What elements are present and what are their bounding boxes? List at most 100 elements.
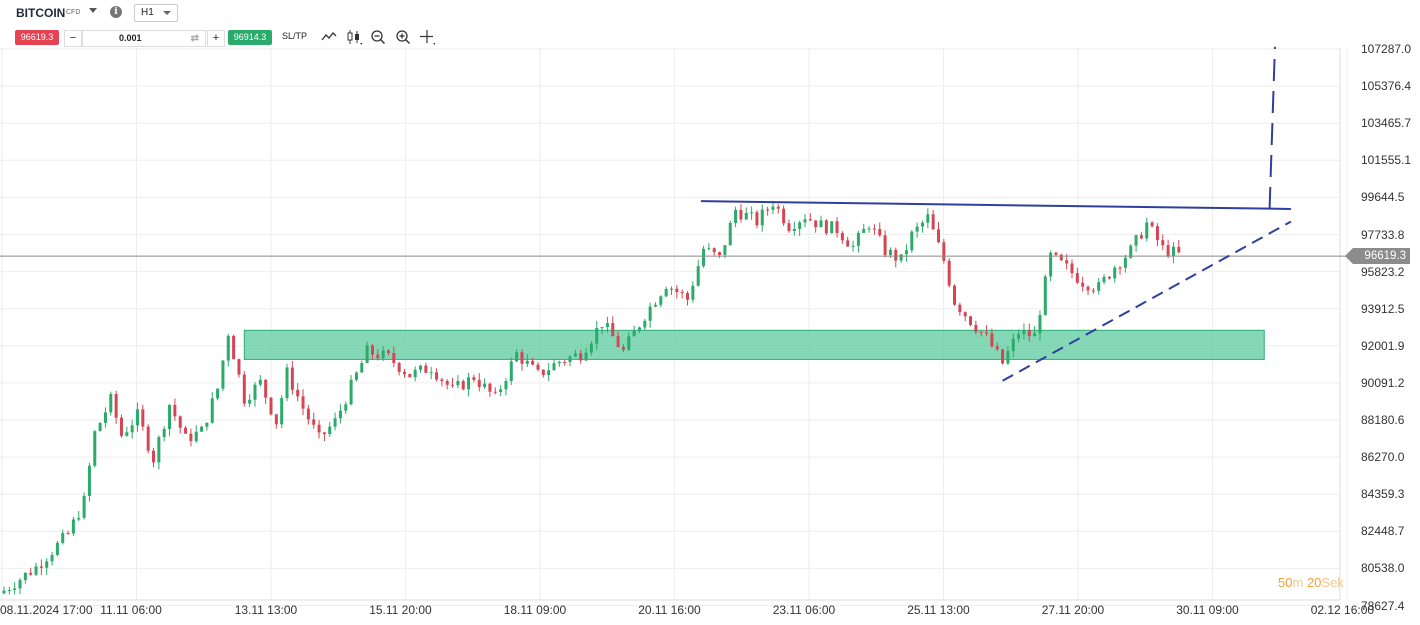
- candle-body: [974, 324, 978, 332]
- time-tick-label: 18.11 09:00: [503, 603, 567, 617]
- candle-body: [274, 414, 278, 425]
- candle-body: [985, 332, 989, 334]
- candle-body: [419, 365, 423, 370]
- sell-button[interactable]: 96619.3: [15, 30, 59, 45]
- buy-button[interactable]: 96914.3: [228, 30, 272, 45]
- support-zone: [243, 329, 1265, 360]
- candle-body: [937, 229, 940, 243]
- candle-body: [477, 379, 481, 387]
- candle-body: [488, 383, 492, 392]
- candle-body: [686, 293, 690, 300]
- candle-body: [766, 209, 770, 211]
- candle-body: [771, 206, 775, 210]
- volume-value: 0.001: [119, 33, 142, 43]
- candle-body: [103, 412, 107, 423]
- candle-body: [792, 228, 796, 232]
- candle-body: [963, 312, 967, 317]
- candle-body: [173, 404, 177, 417]
- candle-body: [1006, 351, 1010, 364]
- candle-body: [862, 229, 866, 233]
- resistance-line: [700, 200, 1291, 210]
- candle-body: [942, 242, 946, 261]
- candle-body: [734, 209, 738, 224]
- price-tick-label: 107287.0: [1361, 42, 1412, 56]
- symbol-name[interactable]: BITCOIN: [16, 6, 66, 20]
- candle-body: [216, 388, 220, 399]
- trade-toolbar: 96619.3 − 0.001 ⇄ + 96914.3 SL/TP: [0, 28, 440, 48]
- sltp-button[interactable]: SL/TP: [282, 31, 308, 41]
- candle-body: [675, 288, 679, 293]
- candle-body: [760, 209, 764, 226]
- candle-body: [467, 377, 471, 390]
- timeframe-value: H1: [141, 7, 154, 18]
- candlestick-icon[interactable]: [345, 28, 363, 46]
- candle-body: [1161, 240, 1165, 246]
- candle-body: [499, 389, 503, 392]
- volume-increase-button[interactable]: +: [207, 30, 225, 47]
- candle-body: [66, 533, 70, 535]
- candle-body: [637, 327, 641, 331]
- candle-body: [600, 327, 604, 329]
- price-tick-label: 97733.8: [1361, 227, 1405, 242]
- candle-body: [248, 399, 252, 404]
- candle-body: [787, 223, 791, 232]
- price-tick-label: 80538.0: [1361, 561, 1405, 576]
- time-tick-label: 25.11 13:00: [907, 603, 970, 617]
- candle-body: [915, 226, 919, 232]
- candle-body: [899, 254, 903, 261]
- candle-body: [23, 572, 27, 581]
- candle-body: [723, 245, 727, 255]
- candle-body: [728, 223, 732, 246]
- candle-body: [589, 343, 593, 353]
- candle-body: [579, 353, 583, 361]
- candle-body: [931, 214, 935, 230]
- candle-body: [803, 219, 807, 223]
- candle-body: [1017, 334, 1021, 339]
- candle-body: [1070, 263, 1074, 274]
- candle-body: [237, 359, 241, 375]
- candle-body: [605, 323, 609, 328]
- candle-body: [1129, 245, 1133, 258]
- zoom-out-icon[interactable]: [369, 28, 387, 46]
- candle-body: [782, 208, 786, 224]
- candle-body: [1027, 330, 1031, 337]
- timeframe-select[interactable]: H1: [134, 4, 178, 22]
- price-tick-label: 84359.3: [1361, 487, 1405, 502]
- zoom-in-icon[interactable]: [394, 28, 412, 46]
- candle-body: [168, 404, 172, 429]
- candle-body: [648, 306, 652, 321]
- volume-input[interactable]: 0.001 ⇄: [82, 30, 206, 47]
- candle-body: [403, 371, 406, 374]
- candle-body: [424, 365, 428, 373]
- candle-body: [979, 331, 983, 333]
- candle-body: [856, 232, 860, 246]
- candle-body: [13, 588, 17, 591]
- info-icon[interactable]: i: [110, 6, 122, 18]
- candle-body: [1123, 257, 1127, 268]
- candle-body: [349, 379, 353, 405]
- candle-body: [114, 394, 118, 418]
- candle-body: [39, 566, 43, 568]
- candle-body: [360, 362, 364, 373]
- crosshair-icon[interactable]: [418, 28, 436, 46]
- candle-body: [61, 533, 65, 543]
- price-tick-label: 90091.2: [1361, 375, 1405, 390]
- volume-decrease-button[interactable]: −: [64, 30, 82, 47]
- candle-body: [883, 235, 887, 256]
- candle-body: [819, 220, 823, 228]
- candle-body: [2, 590, 6, 594]
- candle-body: [670, 288, 673, 290]
- candle-body: [386, 350, 390, 353]
- target-projection-line: [1268, 46, 1276, 209]
- candle-body: [643, 320, 647, 328]
- chart-type-icon[interactable]: [320, 28, 338, 46]
- candle-body: [1102, 276, 1106, 283]
- candle-body: [846, 240, 850, 247]
- candle-body: [515, 352, 519, 362]
- timer-minutes-unit: m: [1292, 575, 1304, 590]
- price-tick-label: 92001.9: [1361, 338, 1405, 353]
- candle-body: [1065, 260, 1069, 264]
- candle-body: [322, 432, 326, 435]
- symbol-dropdown-chevron-down-icon[interactable]: [89, 8, 97, 13]
